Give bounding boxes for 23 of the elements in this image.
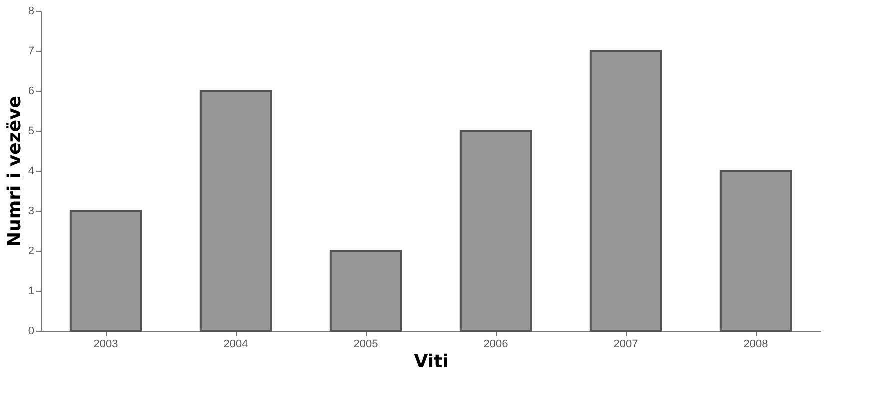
bar	[720, 170, 792, 332]
x-tick-label: 2006	[484, 338, 508, 350]
x-tick-label: 2008	[744, 338, 768, 350]
y-tick-label: 5	[28, 126, 34, 138]
bar	[330, 250, 402, 332]
y-tick-label: 7	[28, 46, 34, 58]
bar	[590, 50, 662, 332]
bar	[70, 210, 142, 332]
x-tick-label: 2004	[224, 338, 248, 350]
x-tick-label: 2007	[614, 338, 638, 350]
y-tick-label: 2	[28, 246, 34, 258]
y-tick-label: 1	[28, 286, 34, 298]
y-tick-label: 8	[28, 6, 34, 18]
y-tick-label: 0	[28, 326, 34, 338]
bar	[200, 90, 272, 332]
y-tick-label: 6	[28, 86, 34, 98]
x-tick-label: 2003	[94, 338, 118, 350]
bar	[460, 130, 532, 332]
y-tick-label: 3	[28, 206, 34, 218]
x-tick-label: 2005	[354, 338, 378, 350]
y-tick-label: 4	[28, 166, 34, 178]
x-axis-title: Viti	[414, 352, 449, 372]
y-axis-title: Numri i vezëve	[4, 96, 26, 247]
